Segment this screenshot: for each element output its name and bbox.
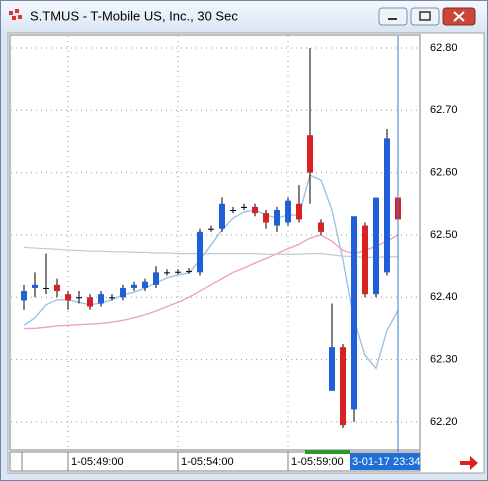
y-tick-label: 62.50 bbox=[430, 229, 458, 241]
candle-body bbox=[230, 210, 236, 212]
candle-body bbox=[329, 347, 335, 391]
candle-body bbox=[21, 291, 27, 301]
maximize-button[interactable] bbox=[410, 7, 440, 26]
y-tick-label: 62.40 bbox=[430, 291, 458, 303]
scroll-box[interactable] bbox=[9, 451, 23, 472]
x-tick-label: 1-05:49:00 bbox=[71, 456, 124, 468]
candle-body bbox=[263, 213, 269, 223]
candle-body bbox=[76, 297, 82, 299]
close-button[interactable] bbox=[442, 7, 476, 26]
candle-body bbox=[208, 228, 214, 230]
plot-area bbox=[9, 34, 421, 451]
candle-body bbox=[274, 210, 280, 226]
cursor-label: 3-01-17 23:34:00 bbox=[352, 456, 436, 468]
candle-body bbox=[153, 272, 159, 285]
candle-body bbox=[351, 216, 357, 410]
moving-average bbox=[24, 234, 399, 330]
y-tick-label: 62.70 bbox=[430, 104, 458, 116]
candle-body bbox=[307, 135, 313, 173]
candle-body bbox=[142, 281, 148, 288]
candle-body bbox=[252, 206, 258, 214]
y-tick-label: 62.30 bbox=[430, 354, 458, 366]
candle-body bbox=[164, 272, 170, 274]
scroll-arrow[interactable] bbox=[460, 456, 478, 470]
x-tick-label: 1-05:59:00 bbox=[291, 456, 344, 468]
candle-body bbox=[87, 297, 93, 307]
candle-body bbox=[219, 203, 225, 229]
indicator-bar bbox=[305, 450, 350, 454]
candle-body bbox=[65, 294, 71, 301]
candle-body bbox=[186, 271, 192, 273]
x-tick-label: 1-05:54:00 bbox=[181, 456, 234, 468]
candle-body bbox=[109, 297, 115, 299]
candle-body bbox=[131, 284, 137, 288]
app-icon bbox=[9, 9, 22, 20]
candle-body bbox=[340, 347, 346, 426]
candle-body bbox=[98, 294, 104, 304]
window-title: S.TMUS - T-Mobile US, Inc., 30 Sec bbox=[30, 8, 238, 23]
minimize-button[interactable] bbox=[378, 7, 408, 26]
candle-body bbox=[197, 231, 203, 273]
candle-body bbox=[175, 271, 181, 273]
y-tick-label: 62.60 bbox=[430, 167, 458, 179]
candle-body bbox=[373, 197, 379, 295]
moving-average bbox=[23, 174, 399, 370]
candle-body bbox=[318, 222, 324, 232]
candle-body bbox=[384, 138, 390, 273]
candle-body bbox=[241, 206, 247, 208]
moving-average bbox=[23, 246, 398, 258]
candle-body bbox=[43, 287, 49, 289]
cursor-label-bg bbox=[350, 453, 420, 470]
candle-body bbox=[296, 203, 302, 220]
candle-body bbox=[285, 200, 291, 223]
y-tick-label: 62.20 bbox=[430, 416, 458, 428]
candle-body bbox=[362, 225, 368, 295]
y-tick-label: 62.80 bbox=[430, 42, 458, 54]
candle-body bbox=[120, 287, 126, 298]
candle-body bbox=[54, 284, 60, 292]
candle-body bbox=[32, 284, 38, 288]
